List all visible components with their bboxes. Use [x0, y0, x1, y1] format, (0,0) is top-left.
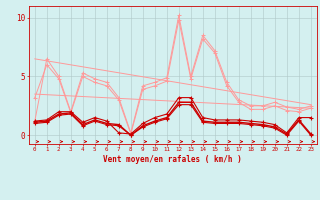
X-axis label: Vent moyen/en rafales ( km/h ): Vent moyen/en rafales ( km/h )	[103, 155, 242, 164]
